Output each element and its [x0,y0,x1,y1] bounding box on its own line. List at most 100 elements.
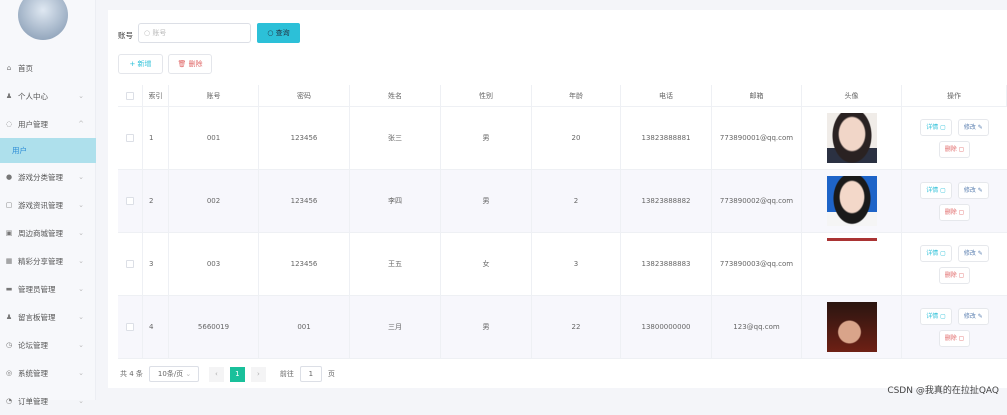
cell-account: 5660019 [197,323,230,331]
chevron-down-icon: ⌄ [78,285,84,293]
avatar-image [802,233,902,295]
column-header: 姓名 [350,85,441,106]
window-icon: ▢ [5,201,13,209]
detail-button[interactable]: 详情 ▢ [920,307,952,325]
cell-name: 张三 [388,134,402,142]
sidebar-item[interactable]: ▦ 精彩分享管理 ⌄ [0,247,96,275]
table-row: 1 001 123456 张三 男 20 13823888881 773890001@qq.c… [118,107,1007,170]
sidebar-item-label: 论坛管理 [18,340,48,350]
sidebar-item[interactable]: 用户 [0,138,96,163]
image-icon: ▣ [5,229,13,237]
goto-page-input[interactable]: 1 [299,366,322,382]
edit-button[interactable]: 修改 ✎ [957,307,989,325]
document-icon: ▢ [940,123,946,131]
sidebar-item[interactable]: ◎ 系统管理 ⌄ [0,359,96,387]
row-delete-button[interactable]: 删除 ▢ [938,266,971,284]
cell-age: 3 [573,260,579,268]
sidebar-item[interactable]: ♟ 个人中心 ⌄ [0,82,96,110]
account-search-input[interactable]: ○ 账号 [138,23,251,43]
cell-gender: 男 [482,134,490,142]
user-icon: ♟ [5,92,13,100]
cell-account: 003 [206,260,221,268]
avatar-image [802,296,902,358]
user-table: 索引 账号 密码 姓名 性别 年龄 电话 邮箱 头像 操作 1 001 123456 张三男 20 13823… [118,85,1007,359]
detail-button[interactable]: 详情 ▢ [920,244,952,262]
table-row: 3 003 123456 王五 女 3 13823888883 773890003@qq.co… [118,233,1007,296]
chevron-down-icon: ⌄ [78,313,84,321]
cell-index: 3 [149,260,154,268]
row-delete-button[interactable]: 删除 ▢ [938,140,971,158]
select-all-checkbox[interactable] [126,91,134,100]
delete-button[interactable]: 🗑 删除 [168,54,212,74]
sidebar-item-label: 管理员管理 [18,284,56,294]
cell-phone: 13800000000 [641,323,691,331]
edit-button[interactable]: 修改 ✎ [957,181,989,199]
row-checkbox[interactable] [126,134,134,142]
query-button[interactable]: ○ 查询 [257,23,300,43]
chevron-down-icon: ⌄ [78,92,84,100]
cell-email: 773890002@qq.com [719,197,794,205]
chevron-down-icon: ⌄ [78,257,84,265]
chevron-down-icon: ⌄ [78,173,84,181]
sidebar-item[interactable]: ◌ 用户管理 ^ [0,110,96,138]
sidebar-item[interactable]: ● 游戏分类管理 ⌄ [0,163,96,191]
sidebar-item[interactable]: ◷ 论坛管理 ⌄ [0,331,96,359]
plus-icon: + [129,60,138,68]
total-count: 共 4 条 [120,370,143,378]
edit-icon: ✎ [977,249,983,257]
sidebar-item[interactable]: ♟ 留言板管理 ⌄ [0,303,96,331]
next-page-button[interactable]: › [250,366,266,382]
row-delete-button[interactable]: 删除 ▢ [938,203,971,221]
column-header: 头像 [802,85,902,106]
cell-age: 2 [573,197,579,205]
table-header: 索引 账号 密码 姓名 性别 年龄 电话 邮箱 头像 操作 [118,85,1007,107]
table-row: 2 002 123456 李四 男 2 13823888882 773890002@qq.co… [118,170,1007,233]
user-icon: ♟ [5,313,13,321]
column-header [118,85,143,106]
sidebar-menu: ⌂ 首页 ♟ 个人中心 ⌄ ◌ 用户管理 ^ 用户 ● 游戏分类管理 ⌄ ▢ 游戏资讯管理 ⌄ ▣ 周边商城管理… [0,54,96,415]
add-button[interactable]: + 新增 [118,54,163,74]
sidebar-item[interactable]: ▣ 周边商城管理 ⌄ [0,219,96,247]
edit-icon: ✎ [977,186,983,194]
sidebar-item-label: 首页 [18,63,33,73]
sidebar-item[interactable]: ◔ 订单管理 ⌄ [0,387,96,415]
cell-password: 123456 [290,134,318,142]
sidebar-item[interactable]: ▬ 管理员管理 ⌄ [0,275,96,303]
chevron-down-icon: ⌄ [78,341,84,349]
column-header: 电话 [621,85,712,106]
row-checkbox[interactable] [126,260,134,268]
page-1-button[interactable]: 1 [229,366,245,382]
sidebar-item-label: 周边商城管理 [18,228,63,238]
detail-button[interactable]: 详情 ▢ [920,181,952,199]
edit-icon: ✎ [977,123,983,131]
cell-index: 1 [149,134,154,142]
page-size-select[interactable]: 10条/页 ⌄ [148,366,199,382]
prev-page-button[interactable]: ‹ [208,366,224,382]
cell-age: 22 [571,323,581,331]
column-header: 性别 [441,85,532,106]
cell-gender: 女 [482,260,490,268]
cell-email: 773890003@qq.com [719,260,794,268]
table-row: 4 5660019 001 三月 男 22 13800000000 123@qq.com 详情 … [118,296,1007,359]
cell-gender: 男 [482,323,490,331]
edit-button[interactable]: 修改 ✎ [957,118,989,136]
column-header: 年龄 [532,85,621,106]
row-checkbox[interactable] [126,197,134,205]
sidebar-item-label: 用户管理 [18,119,48,129]
detail-button[interactable]: 详情 ▢ [920,118,952,136]
sidebar: ⌂ 首页 ♟ 个人中心 ⌄ ◌ 用户管理 ^ 用户 ● 游戏分类管理 ⌄ ▢ 游戏资讯管理 ⌄ ▣ 周边商城管理… [0,0,96,406]
row-checkbox[interactable] [126,323,134,331]
user-avatar[interactable] [18,0,68,40]
sidebar-item-label: 订单管理 [18,396,48,406]
sidebar-item[interactable]: ⌂ 首页 [0,54,96,82]
column-header: 操作 [902,85,1007,106]
document-icon: ▢ [940,249,946,257]
row-delete-button[interactable]: 删除 ▢ [938,329,971,347]
cell-password: 001 [297,323,311,331]
sidebar-item[interactable]: ▢ 游戏资讯管理 ⌄ [0,191,96,219]
goto-label: 前往 [279,370,294,378]
column-header: 索引 [143,85,169,106]
edit-button[interactable]: 修改 ✎ [957,244,989,262]
sidebar-item-label: 用户 [12,146,27,155]
column-header: 密码 [259,85,350,106]
